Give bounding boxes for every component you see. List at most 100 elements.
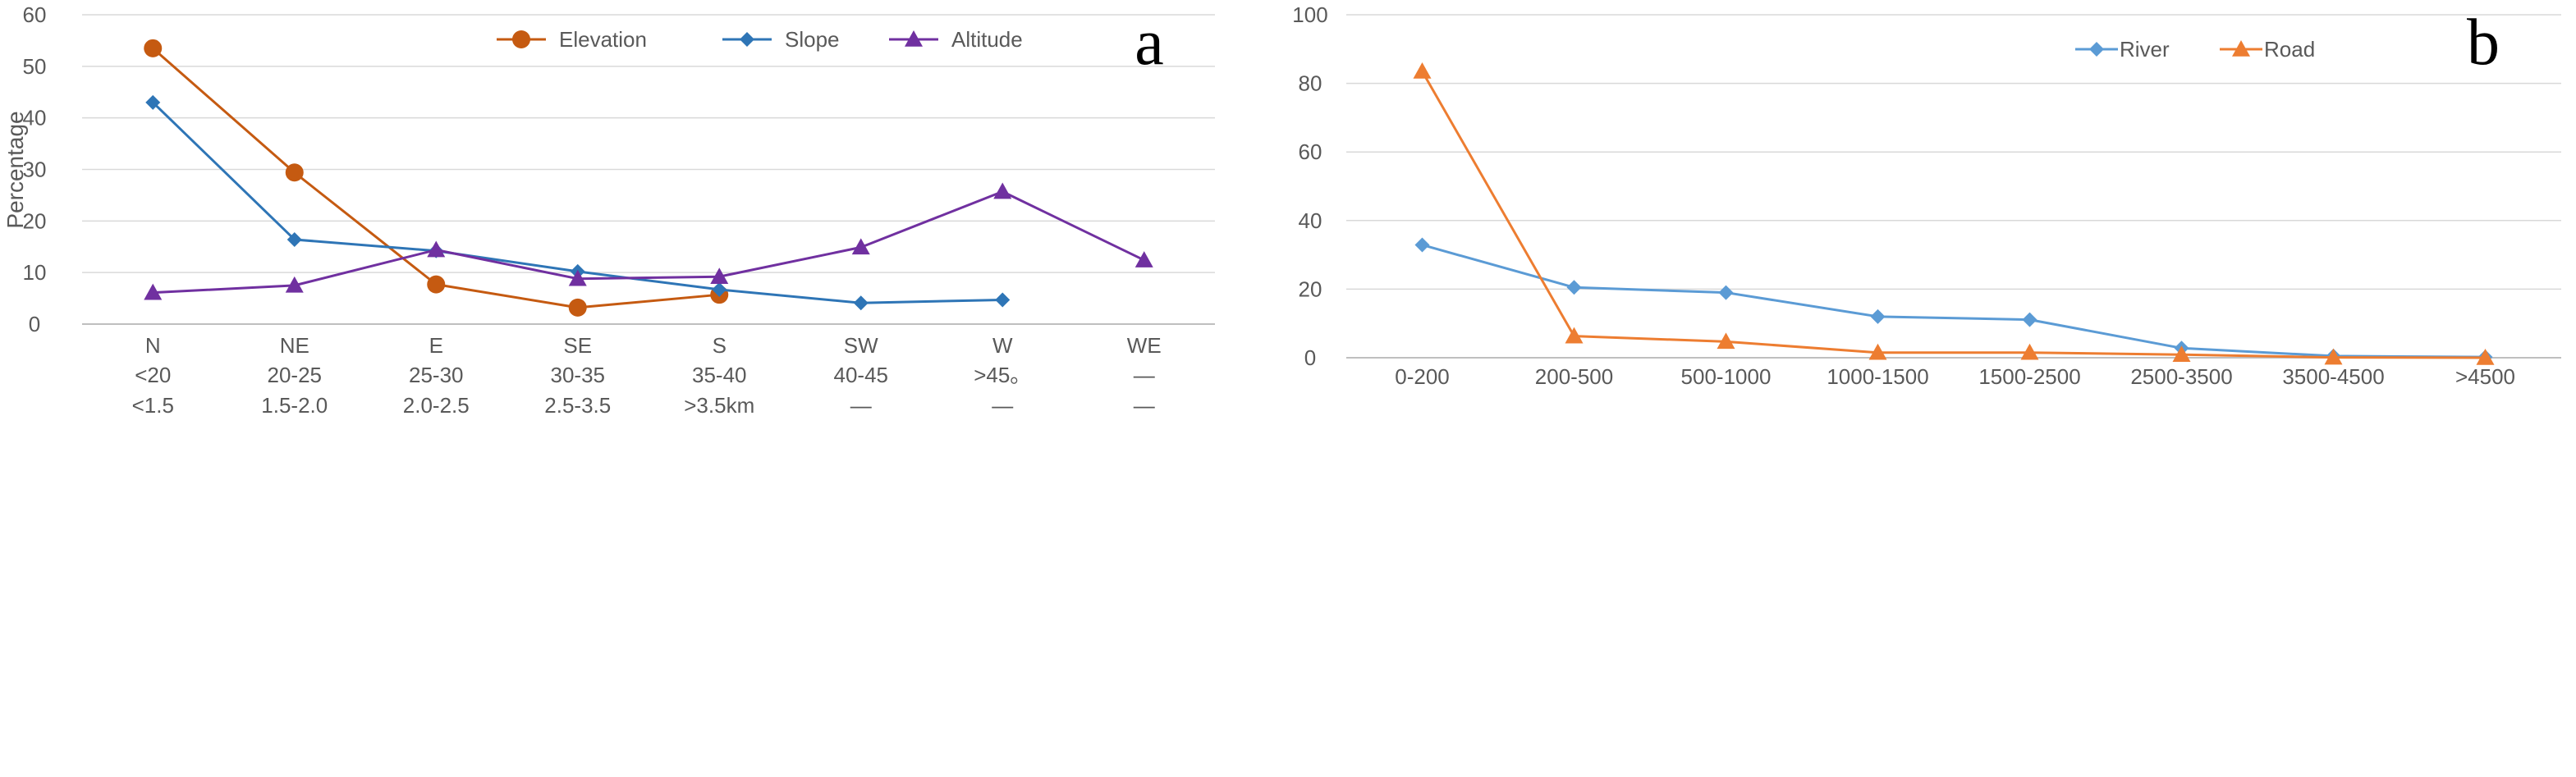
y-tick-label: 60 bbox=[1299, 139, 1322, 164]
legend-label: Road bbox=[2264, 37, 2315, 62]
legend-marker bbox=[2232, 40, 2250, 57]
data-point-road bbox=[1717, 332, 1735, 350]
data-point-river bbox=[2022, 312, 2037, 327]
x-tick-label: 2.5-3.5 bbox=[544, 393, 611, 418]
y-tick-label: 80 bbox=[1299, 71, 1322, 96]
x-tick-label: N bbox=[145, 333, 161, 358]
x-tick-label: 30-35 bbox=[551, 363, 606, 387]
x-tick-label: 1.5-2.0 bbox=[261, 393, 328, 418]
x-tick-label: 40-45 bbox=[834, 363, 889, 387]
y-tick-label: 20 bbox=[1299, 277, 1322, 301]
data-point-slope bbox=[853, 295, 869, 311]
data-point-altitude bbox=[568, 269, 587, 286]
x-tick-label: SW bbox=[844, 333, 878, 358]
legend-item-elevation: Elevation bbox=[497, 27, 647, 52]
legend-item-road: Road bbox=[2220, 37, 2315, 62]
series-line-river bbox=[1422, 244, 2486, 359]
y-axis-label: Percentage bbox=[2, 111, 28, 228]
data-point-slope bbox=[286, 231, 302, 247]
y-tick-label: 40 bbox=[1299, 208, 1322, 233]
data-point-river bbox=[1870, 309, 1886, 324]
y-tick-label: 0 bbox=[29, 312, 40, 336]
y-tick-label: 20 bbox=[23, 208, 47, 233]
panel-label: b bbox=[2467, 7, 2500, 79]
data-point-elevation bbox=[144, 39, 163, 57]
chart-panel-b: 0 20 40 60 80 100 0-200 200-500 500-1000 1000-150… bbox=[1292, 2, 2561, 389]
y-tick-label: 10 bbox=[23, 260, 47, 285]
data-point-road bbox=[2172, 345, 2191, 363]
legend-label: Elevation bbox=[559, 27, 647, 52]
x-tick-label: 200-500 bbox=[1535, 364, 1613, 389]
legend-marker bbox=[740, 32, 754, 47]
y-tick-label: 60 bbox=[23, 2, 47, 27]
y-tick-label: 50 bbox=[23, 54, 47, 79]
data-point-altitude bbox=[427, 240, 446, 258]
y-tick-label: 100 bbox=[1292, 2, 1327, 27]
legend-marker bbox=[2089, 42, 2104, 57]
x-tick-label: 35-40 bbox=[692, 363, 747, 387]
legend-item-slope: Slope bbox=[722, 27, 840, 52]
x-tick-label: E bbox=[429, 333, 443, 358]
data-point-road bbox=[2476, 349, 2495, 365]
data-point-altitude bbox=[993, 182, 1012, 199]
x-tick-label: SE bbox=[563, 333, 592, 358]
data-point-altitude bbox=[851, 238, 870, 255]
x-tick-label: 3500-4500 bbox=[2282, 364, 2384, 389]
chart-panel-a: 0 10 20 30 40 50 60 Percentage N <20 <1.5 NE 20-25 1.… bbox=[2, 2, 1215, 418]
y-tick-label: 30 bbox=[23, 158, 47, 182]
legend-marker bbox=[905, 30, 923, 47]
x-tick-label: >4500 bbox=[2455, 364, 2515, 389]
x-tick-label: <1.5 bbox=[132, 393, 174, 418]
data-point-elevation bbox=[568, 298, 587, 317]
data-point-elevation bbox=[427, 275, 446, 294]
x-tick-label: — bbox=[850, 393, 872, 418]
data-point-road bbox=[1868, 343, 1887, 360]
y-tick-label: 40 bbox=[23, 106, 47, 130]
data-point-altitude bbox=[144, 283, 163, 300]
x-tick-label: NE bbox=[280, 333, 309, 358]
series-line-altitude bbox=[153, 190, 1145, 295]
data-point-river bbox=[1718, 285, 1734, 300]
x-tick-label: 500-1000 bbox=[1681, 364, 1772, 389]
x-tick-label: 2500-3500 bbox=[2130, 364, 2232, 389]
x-tick-label: <20 bbox=[135, 363, 171, 387]
legend-marker bbox=[512, 30, 530, 48]
x-tick-label: 0-200 bbox=[1395, 364, 1450, 389]
x-tick-label: S bbox=[713, 333, 727, 358]
series-line-road bbox=[1421, 71, 2486, 359]
x-tick-label: — bbox=[992, 393, 1013, 418]
series-line-elevation bbox=[152, 47, 720, 309]
x-tick-label: — bbox=[1134, 393, 1155, 418]
data-point-slope bbox=[995, 292, 1011, 308]
legend-label: Altitude bbox=[951, 27, 1023, 52]
data-point-road bbox=[1413, 62, 1432, 79]
x-tick-label: W bbox=[992, 333, 1013, 358]
x-tick-label: 2.0-2.5 bbox=[403, 393, 470, 418]
x-tick-label: >45。 bbox=[974, 363, 1031, 387]
data-point-altitude bbox=[285, 276, 304, 293]
x-tick-label: 1500-2500 bbox=[1978, 364, 2080, 389]
data-point-altitude bbox=[710, 267, 729, 284]
data-point-river bbox=[1566, 280, 1582, 295]
data-point-altitude bbox=[1134, 251, 1153, 267]
data-point-road bbox=[2020, 343, 2039, 360]
legend-item-altitude: Altitude bbox=[889, 27, 1023, 52]
legend-label: Slope bbox=[785, 27, 840, 52]
x-tick-label: 1000-1500 bbox=[1827, 364, 1928, 389]
legend-item-river: River bbox=[2075, 37, 2170, 62]
x-tick-label: — bbox=[1134, 363, 1155, 387]
panel-label: a bbox=[1134, 7, 1164, 79]
data-point-road bbox=[2324, 348, 2343, 365]
data-point-slope bbox=[145, 94, 161, 110]
x-tick-label: WE bbox=[1127, 333, 1162, 358]
data-point-river bbox=[1414, 237, 1430, 253]
data-point-road bbox=[1565, 327, 1584, 344]
x-tick-label: >3.5km bbox=[684, 393, 754, 418]
x-tick-label: 20-25 bbox=[268, 363, 323, 387]
y-tick-label: 0 bbox=[1304, 345, 1316, 370]
legend-label: River bbox=[2120, 37, 2170, 62]
x-tick-label: 25-30 bbox=[409, 363, 464, 387]
data-point-elevation bbox=[285, 163, 304, 182]
data-point-slope bbox=[712, 281, 727, 297]
